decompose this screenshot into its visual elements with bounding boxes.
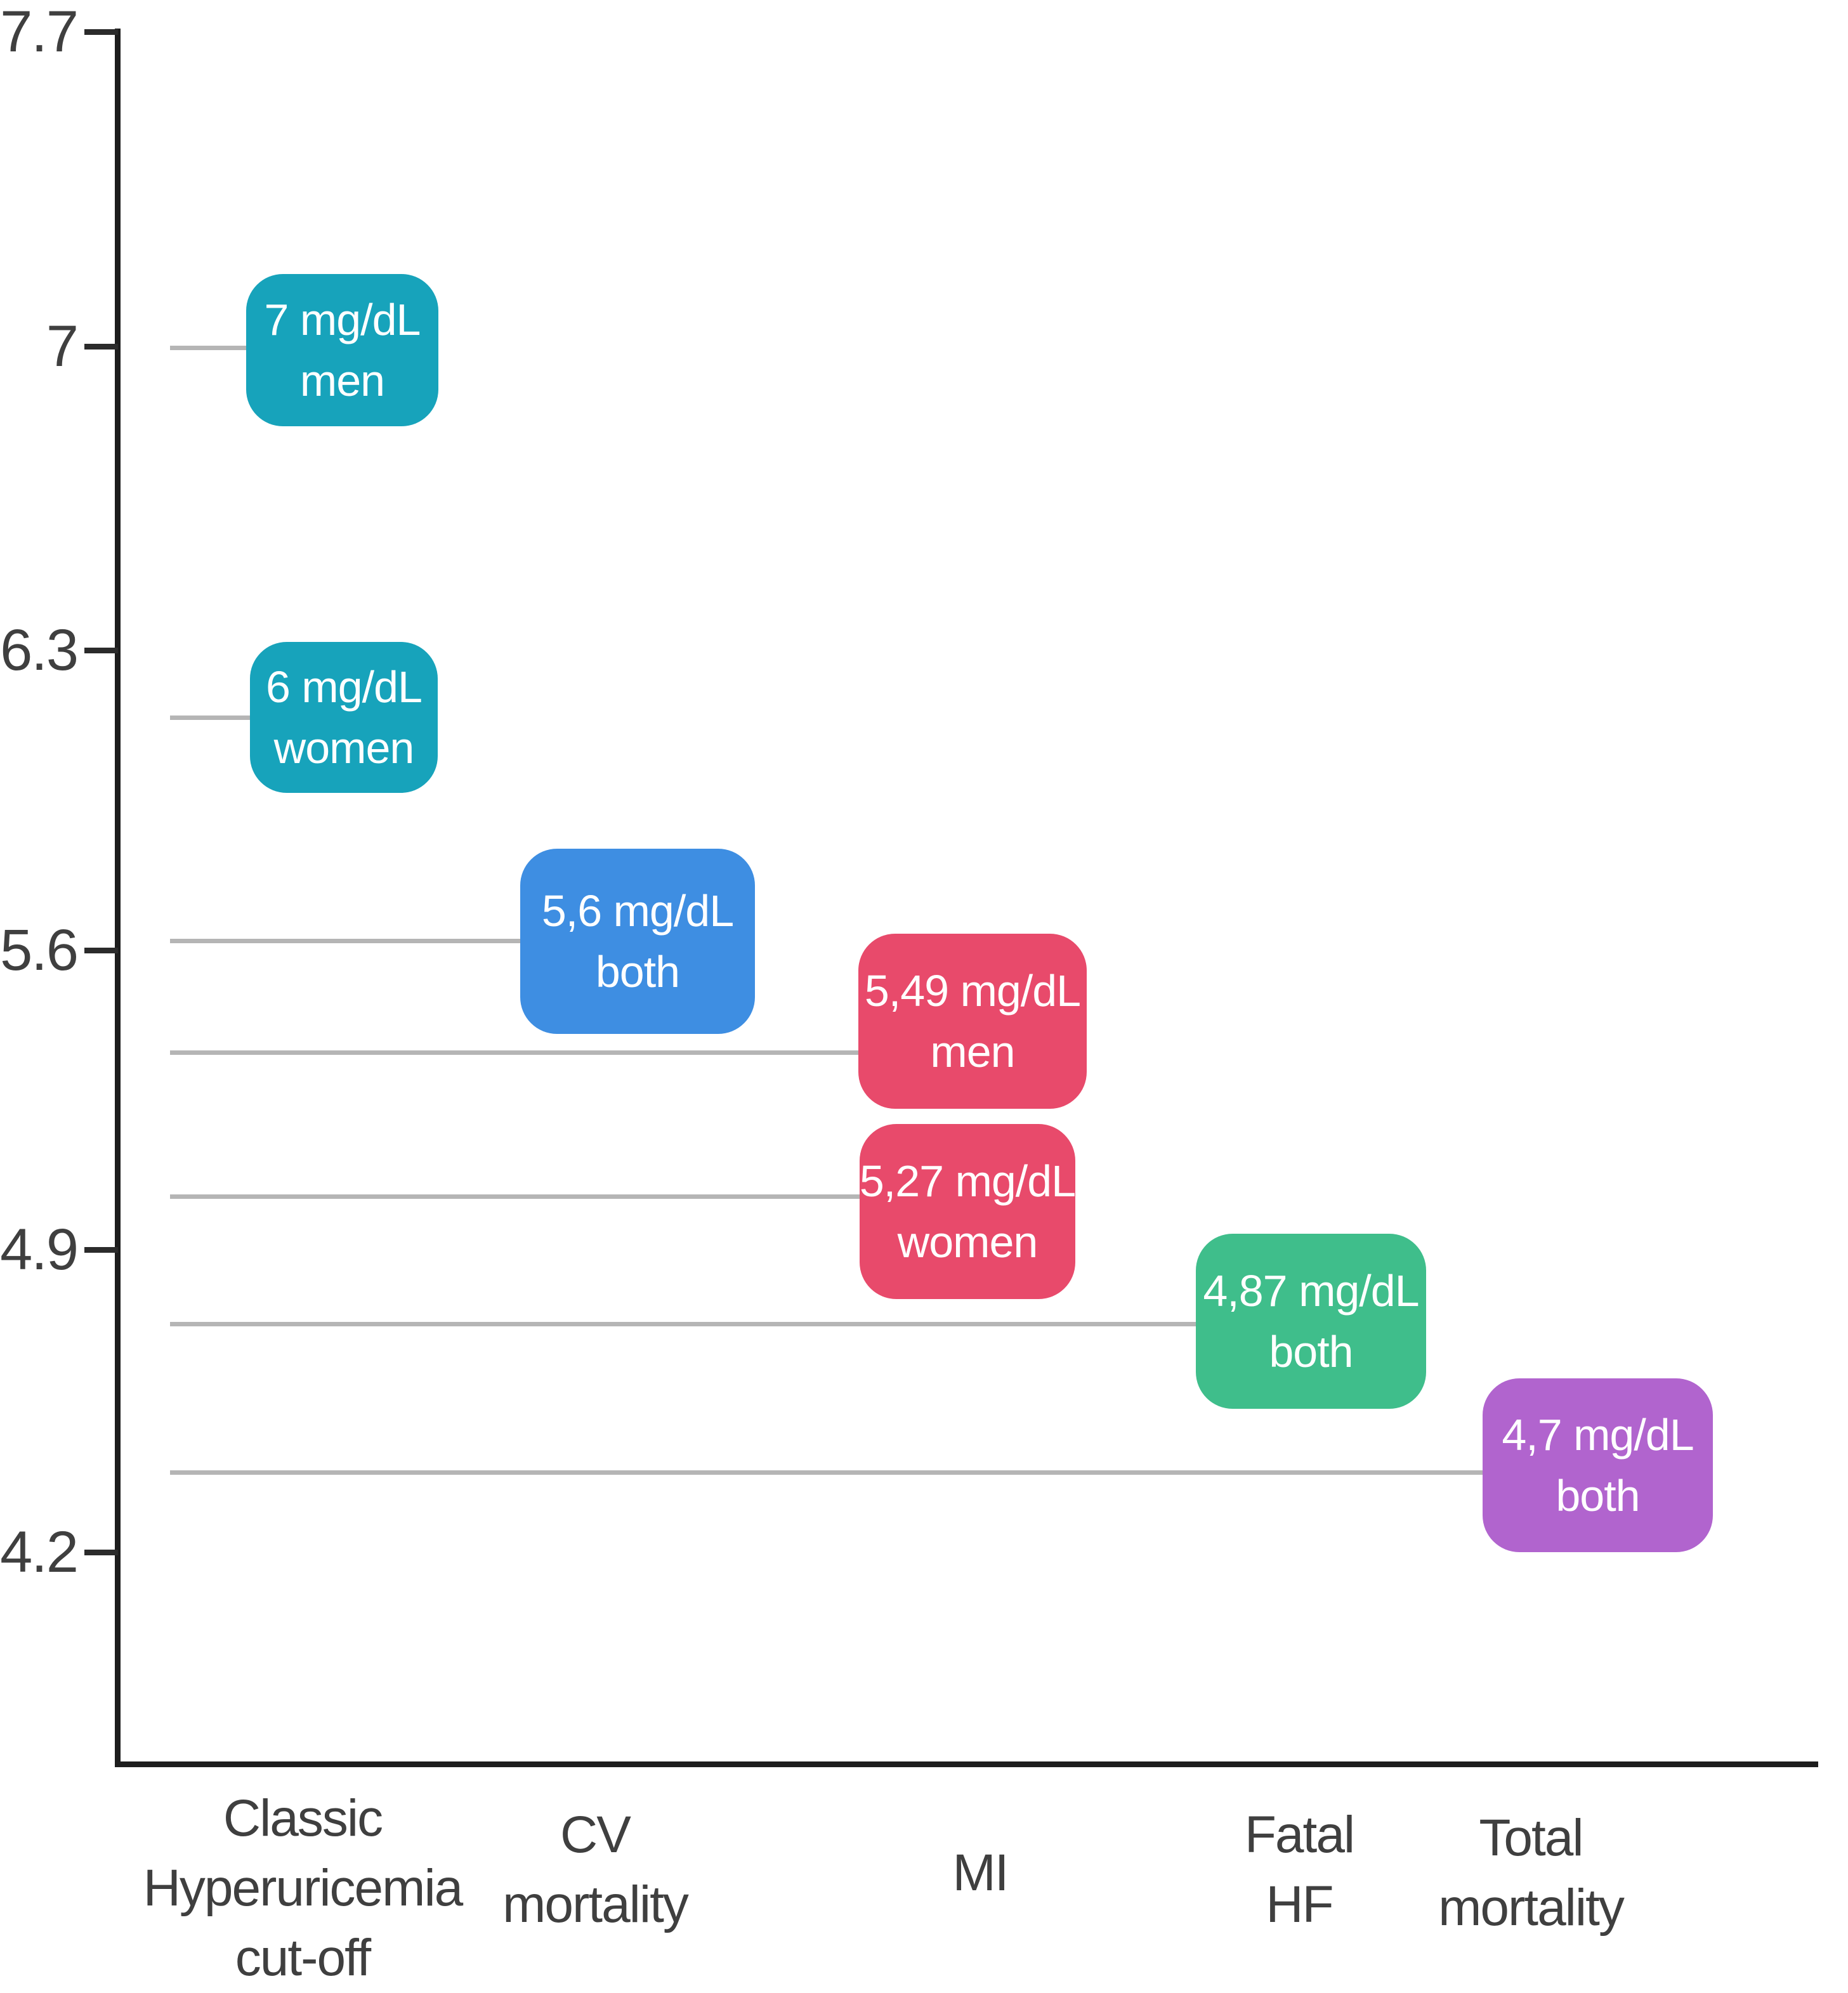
point-value: 7 mg/dL — [264, 295, 421, 344]
point-box-4.7-both: 4,7 mg/dL both — [1483, 1378, 1713, 1552]
x-category-line: Fatal — [1244, 1806, 1355, 1864]
point-box-7-men: 7 mg/dL men — [246, 274, 438, 426]
point-group: both — [1556, 1471, 1640, 1520]
x-category-line: Hyperuricemia — [143, 1859, 464, 1917]
point-value: 5,6 mg/dL — [541, 886, 734, 936]
point-box-5.6-both: 5,6 mg/dL both — [520, 849, 755, 1034]
y-tick-label: 7 — [46, 314, 79, 379]
point-group: both — [595, 947, 680, 996]
point-group: men — [299, 356, 385, 405]
x-category-total-mortality: Total mortality — [1277, 1803, 1785, 1943]
point-value: 5,49 mg/dL — [864, 966, 1081, 1016]
x-category-classic-hyperuricemia-cutoff: Classic Hyperuricemia cut-off — [49, 1784, 556, 1993]
point-group: women — [897, 1217, 1039, 1267]
x-category-line: CV — [560, 1806, 631, 1864]
point-box-6-women: 6 mg/dL women — [250, 642, 438, 793]
y-tick-7 — [84, 344, 118, 350]
leader-line-7-men — [170, 346, 247, 350]
y-tick-4.2 — [84, 1550, 118, 1555]
y-tick-label: 5.6 — [0, 918, 79, 983]
x-category-mi: MI — [726, 1838, 1234, 1908]
point-value: 6 mg/dL — [266, 662, 423, 712]
leader-line-5.6-both — [170, 939, 521, 943]
y-tick-label: 7.7 — [0, 0, 79, 64]
point-group: men — [930, 1027, 1015, 1076]
point-box-5.27-women: 5,27 mg/dL women — [859, 1124, 1076, 1299]
x-category-line: HF — [1266, 1876, 1334, 1933]
leader-line-5.49-men — [170, 1050, 860, 1055]
y-tick-4.9 — [84, 1247, 118, 1253]
point-group: women — [273, 723, 415, 773]
y-tick-label: 4.2 — [0, 1520, 79, 1585]
x-axis-line — [115, 1761, 1818, 1767]
x-category-line: cut-off — [235, 1929, 371, 1987]
point-value: 5,27 mg/dL — [859, 1156, 1076, 1206]
point-value: 4,7 mg/dL — [1502, 1410, 1694, 1460]
point-box-4.87-both: 4,87 mg/dL both — [1196, 1234, 1426, 1409]
point-box-5.49-men: 5,49 mg/dL men — [858, 934, 1087, 1109]
x-category-fatal-hf: Fatal HF — [1045, 1800, 1553, 1940]
x-category-line: mortality — [1438, 1879, 1625, 1937]
y-tick-6.3 — [84, 648, 118, 653]
leader-line-6-women — [170, 716, 251, 720]
x-category-line: Classic — [223, 1789, 383, 1847]
leader-line-5.27-women — [170, 1194, 861, 1199]
y-axis-line — [115, 29, 121, 1767]
point-group: both — [1269, 1327, 1353, 1376]
leader-line-4.87-both — [170, 1322, 1197, 1326]
point-value: 4,87 mg/dL — [1203, 1266, 1419, 1316]
y-tick-5.6 — [84, 948, 118, 953]
x-category-cv-mortality: CV mortality — [341, 1800, 849, 1940]
leader-line-4.7-both — [170, 1470, 1484, 1475]
x-category-line: MI — [952, 1844, 1009, 1902]
y-tick-7.7 — [84, 29, 118, 35]
y-tick-label: 4.9 — [0, 1217, 79, 1282]
x-category-line: mortality — [502, 1876, 689, 1933]
y-tick-label: 6.3 — [0, 618, 79, 683]
x-category-line: Total — [1479, 1809, 1583, 1867]
